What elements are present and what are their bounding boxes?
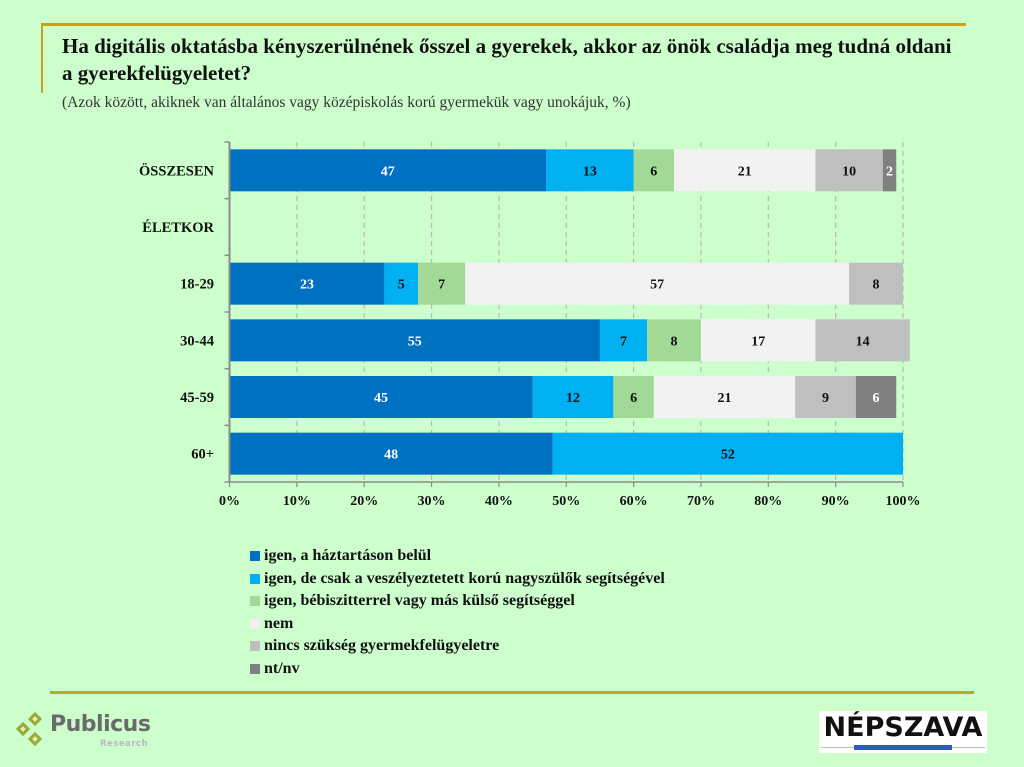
bar-segment xyxy=(229,319,600,362)
bar-segment xyxy=(552,432,903,475)
bar-segment xyxy=(229,432,553,475)
legend-swatch xyxy=(250,618,260,629)
x-tick-label: 40% xyxy=(485,494,513,509)
category-label: 60+ xyxy=(191,447,214,463)
data-label: 2 xyxy=(886,164,893,179)
data-label: 21 xyxy=(718,391,732,406)
data-label: 5 xyxy=(398,278,405,293)
data-label: 23 xyxy=(300,278,314,293)
x-tick-label: 0% xyxy=(219,494,240,509)
category-label: 30-44 xyxy=(180,333,214,349)
legend-item: nincs szükség gyermekfelügyeletre xyxy=(250,635,665,658)
data-label: 7 xyxy=(620,334,627,349)
x-tick-label: 50% xyxy=(552,494,580,509)
legend-swatch xyxy=(250,596,260,607)
data-label: 6 xyxy=(650,164,657,179)
legend-label: nt/nv xyxy=(264,659,300,677)
bar-segment xyxy=(229,149,547,192)
bar-segment xyxy=(613,376,654,418)
bar-segment xyxy=(229,262,385,305)
publicus-subtitle: Research xyxy=(100,739,149,749)
data-label: 57 xyxy=(650,278,664,293)
category-label: 45-59 xyxy=(180,390,214,406)
data-label: 12 xyxy=(566,391,580,406)
bottom-frame-line xyxy=(50,691,974,694)
nepszava-name: NÉPSZAVA xyxy=(823,712,983,743)
legend-label: igen, de csak a veszélyeztetett korú nag… xyxy=(264,569,665,587)
bar-segment xyxy=(418,262,466,305)
data-label: 55 xyxy=(408,334,422,349)
legend-swatch xyxy=(250,551,260,562)
bar-segment xyxy=(815,149,883,192)
bar-segment xyxy=(532,376,614,418)
nepszava-logo: NÉPSZAVA xyxy=(819,711,987,753)
data-label: 8 xyxy=(671,334,678,349)
publicus-name: Publicus xyxy=(50,712,151,737)
bar-segment xyxy=(599,319,648,362)
data-label: 47 xyxy=(381,164,395,179)
data-label: 52 xyxy=(721,448,735,463)
data-label: 9 xyxy=(822,391,829,406)
x-tick-label: 60% xyxy=(620,494,648,509)
legend-item: nt/nv xyxy=(250,658,665,681)
category-label: ÖSSZESEN xyxy=(139,162,214,179)
bar-segment xyxy=(465,262,850,305)
data-label: 14 xyxy=(856,334,870,349)
bar-segment xyxy=(653,376,796,418)
bar-segment xyxy=(384,262,419,305)
data-label: 6 xyxy=(630,391,637,406)
publicus-logo: Publicus Research xyxy=(14,712,154,752)
chart-subtitle: (Azok között, akiknek van általános vagy… xyxy=(62,94,631,111)
legend-item: igen, bébiszitterrel vagy más külső segí… xyxy=(250,590,665,613)
x-tick-label: 20% xyxy=(350,494,378,509)
legend-swatch xyxy=(250,641,260,652)
left-frame-line xyxy=(41,23,43,93)
bar-segment xyxy=(700,319,816,362)
chart-legend: igen, a háztartáson belül igen, de csak a… xyxy=(250,545,665,680)
x-tick-label: 10% xyxy=(283,494,311,509)
x-tick-label: 100% xyxy=(886,494,921,509)
x-tick-label: 90% xyxy=(822,494,850,509)
legend-label: igen, bébiszitterrel vagy más külső segí… xyxy=(264,592,575,609)
legend-item: igen, de csak a veszélyeztetett korú nag… xyxy=(250,568,665,591)
bar-segment xyxy=(849,262,903,305)
legend-label: nem xyxy=(264,614,294,632)
bar-segment xyxy=(229,376,533,418)
legend-label: igen, a háztartáson belül xyxy=(264,547,432,564)
nepszava-band xyxy=(854,745,952,750)
legend-swatch xyxy=(250,573,260,584)
bar-segment xyxy=(855,376,897,418)
category-label: 18-29 xyxy=(180,277,214,293)
bar-segment xyxy=(546,149,634,192)
bar-segment xyxy=(674,149,816,192)
data-label: 17 xyxy=(751,334,765,349)
bar-segment xyxy=(815,319,910,362)
category-label: ÉLETKOR xyxy=(142,219,214,236)
chart-title: Ha digitális oktatásba kényszerülnének ő… xyxy=(62,34,952,85)
bar-segment xyxy=(633,149,675,192)
data-label: 21 xyxy=(738,164,752,179)
publicus-diamond-icon xyxy=(15,712,43,747)
data-label: 48 xyxy=(384,448,398,463)
x-tick-label: 70% xyxy=(687,494,715,509)
bar-segment xyxy=(882,149,897,192)
legend-item: nem xyxy=(250,613,665,636)
data-label: 13 xyxy=(583,164,597,179)
x-tick-label: 80% xyxy=(754,494,782,509)
bar-segment xyxy=(647,319,701,362)
x-tick-label: 30% xyxy=(418,494,446,509)
data-label: 6 xyxy=(873,391,880,406)
data-label: 10 xyxy=(842,164,856,179)
data-label: 8 xyxy=(873,278,880,293)
legend-item: igen, a háztartáson belül xyxy=(250,545,665,568)
top-frame-line xyxy=(41,23,966,26)
legend-swatch xyxy=(250,663,260,674)
legend-label: nincs szükség gyermekfelügyeletre xyxy=(264,637,500,654)
bar-segment xyxy=(795,376,856,418)
data-label: 45 xyxy=(374,391,388,406)
data-label: 7 xyxy=(438,278,445,293)
